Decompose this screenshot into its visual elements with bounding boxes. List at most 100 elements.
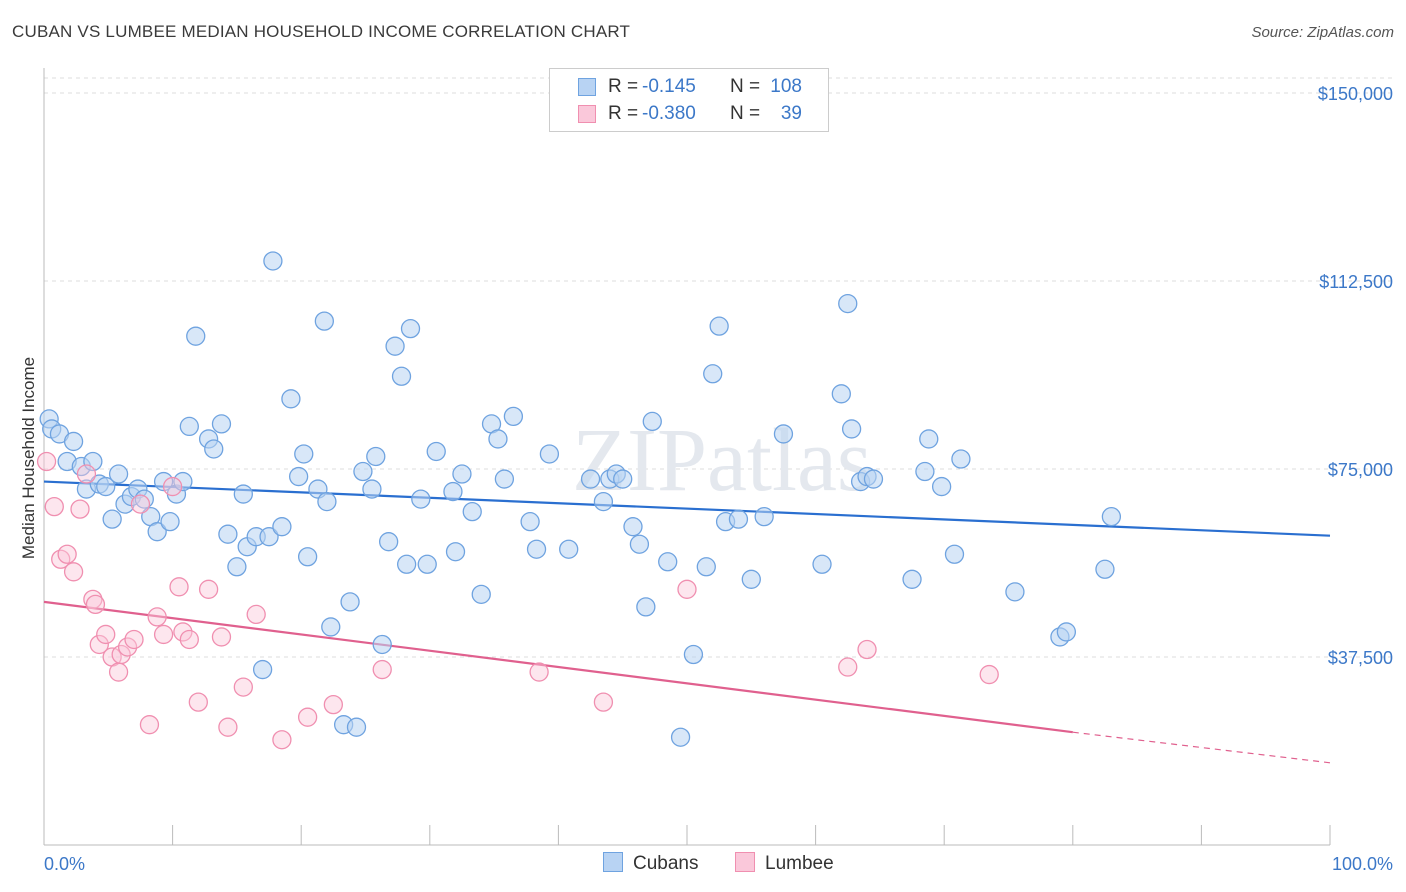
y-tick-labels: $37,500 $75,000 $112,500 $150,000 [1318,84,1393,668]
cubans-point [915,461,935,482]
cubans-point [741,569,761,589]
lumbee-point [169,577,189,597]
stats-legend: R = -0.145 N = 108 R = -0.380 N = 39 [549,68,829,132]
legend-item-cubans[interactable]: Cubans [603,852,699,875]
cubans-point [288,466,309,487]
watermark: ZIPatlas [572,411,872,510]
y-axis-label: Median Household Income [19,357,38,559]
cubans-swatch [578,78,596,96]
cubans-point [353,461,373,482]
lumbee-point [36,451,57,472]
cubans-point [391,366,412,386]
chart-title: CUBAN VS LUMBEE MEDIAN HOUSEHOLD INCOME … [12,22,631,41]
cubans-point [259,527,279,547]
cubans-point [372,634,392,655]
cubans-point [919,429,939,449]
lumbee-legend-label: Lumbee [765,853,834,874]
cubans-point [944,544,965,564]
cubans-point [397,554,417,574]
lumbee-point [272,730,292,750]
cubans-point [754,506,774,527]
lumbee-point [153,624,174,645]
lumbee-point [211,627,232,647]
y-tick-label: $37,500 [1328,648,1393,668]
cubans-point [613,469,633,489]
cubans-point [211,414,232,434]
lumbee-point [218,717,238,737]
cubans-point [593,491,614,512]
cubans-point [1095,559,1115,579]
lumbee-point [51,549,71,569]
cubans-point [623,517,643,537]
y-tick-label: $112,500 [1319,272,1393,292]
n-value: 108 [770,76,802,97]
cubans-point [218,524,238,544]
cubans-point [186,326,206,346]
cubans-point [272,517,292,537]
cubans-point [147,522,167,542]
cubans-point [263,251,283,271]
x-tick-label: 0.0% [44,854,85,874]
cubans-point [411,489,431,509]
cubans-point [445,542,466,562]
lumbee-point [63,562,84,582]
lumbee-point [297,707,318,727]
trend-lines [43,480,1331,764]
lumbee-point [857,639,877,660]
cubans-point [670,727,691,747]
cubans-point [160,512,180,532]
r-value: -0.145 [642,76,696,97]
legend-item-lumbee[interactable]: Lumbee [735,852,834,875]
lumbee-point [76,464,97,484]
cubans-point [378,532,399,552]
lumbee-point [529,662,549,682]
r-value: -0.380 [642,103,696,124]
lumbee-point [173,622,193,642]
lumbee-point [139,715,160,735]
cubans-point [1101,506,1122,527]
legend-row-lumbee: R = -0.380 N = 39 [550,101,828,127]
cubans-point [773,424,794,444]
lumbee-point [147,607,167,627]
cubans-point [63,431,84,452]
lumbee-point [838,657,858,677]
y-tick-label: $150,000 [1318,84,1393,104]
r-label: R = [608,103,639,124]
lumbee-point [233,677,253,697]
n-label: N = [730,103,761,124]
lumbee-point [96,624,116,645]
cubans-point [831,384,851,404]
cubans-point [683,644,704,665]
cubans-point [526,539,547,559]
legend-row-cubans: R = -0.145 N = 108 [550,74,828,100]
cubans-point [503,406,524,427]
lumbee-point [117,637,138,657]
cubans-point [1056,622,1077,642]
cubans-point [173,471,193,492]
cubans-point [102,509,122,529]
cubans-point [153,471,174,492]
cubans-trend-line [43,480,1331,537]
cubans-point [471,584,491,604]
y-tick-label: $75,000 [1328,460,1393,480]
cubans-point [281,389,301,409]
lumbee-point [162,476,183,497]
cubans-point [417,554,437,574]
n-value: 39 [780,103,802,124]
lumbee-trend-line [43,600,1073,734]
cubans-point [1005,582,1025,602]
lumbee-point [44,496,64,517]
x-tick-labels: 0.0% 100.0% [44,854,1393,874]
cubans-point [709,316,729,336]
cubans-legend-label: Cubans [633,853,699,874]
cubans-point [951,449,971,469]
cubans-point [452,464,472,484]
lumbee-point [677,579,697,599]
lumbee-trend-extension [1072,731,1331,764]
r-label: R = [608,76,639,97]
cubans-point [520,512,540,532]
cubans-point [362,479,382,499]
cubans-point [488,429,508,449]
lumbee-point [70,499,90,519]
